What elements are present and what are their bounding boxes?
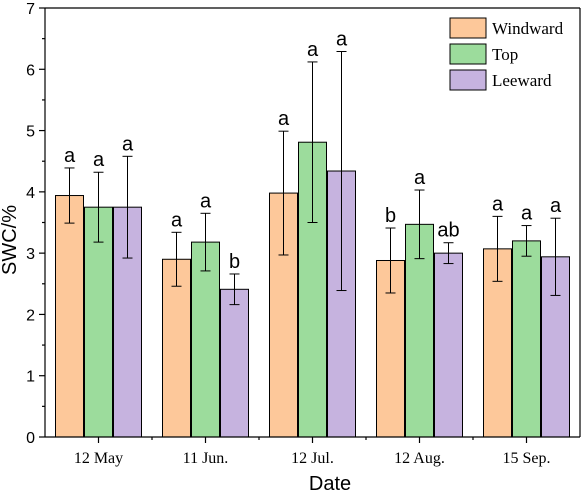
significance-label-leeward-1: b: [229, 251, 240, 273]
significance-label-windward-4: a: [492, 193, 504, 215]
significance-label-top-4: a: [521, 203, 533, 225]
y-tick-label-6: 6: [26, 62, 35, 79]
significance-label-top-2: a: [307, 39, 319, 61]
x-tick-label-1: 11 Jun.: [183, 450, 229, 467]
significance-label-top-3: a: [414, 167, 426, 189]
legend-swatch-top: [449, 43, 487, 65]
x-tick-label-2: 12 Jul.: [291, 450, 334, 467]
x-axis: 12 May 11 Jun. 12 Jul. 12 Aug. 15 Sep.: [45, 436, 580, 467]
significance-label-leeward-4: a: [550, 195, 562, 217]
significance-label-windward-2: a: [278, 108, 290, 130]
y-tick-label-3: 3: [26, 246, 35, 263]
bar-top-1: [191, 241, 220, 438]
bar-windward-1: [162, 258, 191, 438]
legend: Windward Top Leeward: [449, 17, 564, 91]
significance-label-windward-0: a: [64, 145, 76, 167]
bar-top-0: [84, 206, 113, 438]
significance-label-leeward-0: a: [122, 133, 134, 155]
y-tick-label-7: 7: [26, 1, 35, 18]
x-axis-title: Date: [309, 473, 351, 495]
y-axis: 0 1 2 3 4 5 6 7: [26, 1, 46, 447]
x-tick-label-3: 12 Aug.: [394, 450, 445, 467]
y-tick-label-4: 4: [26, 185, 35, 202]
significance-label-top-0: a: [93, 149, 105, 171]
y-tick-label-1: 1: [26, 369, 35, 386]
significance-label-top-1: a: [200, 190, 212, 212]
y-axis-title: SWC/%: [0, 205, 21, 275]
y-tick-label-0: 0: [26, 430, 35, 447]
legend-label-top: Top: [492, 45, 518, 64]
bar-top-4: [512, 240, 541, 438]
legend-label-leeward: Leeward: [492, 71, 552, 90]
bar-leeward-3: [434, 252, 463, 438]
bar-leeward-1: [220, 288, 249, 438]
legend-label-windward: Windward: [492, 19, 564, 38]
y-tick-label-2: 2: [26, 307, 35, 324]
y-tick-label-5: 5: [26, 124, 35, 141]
legend-swatch-leeward: [449, 69, 487, 91]
significance-label-leeward-2: a: [336, 29, 348, 51]
significance-label-windward-3: b: [385, 205, 396, 227]
x-tick-label-4: 15 Sep.: [503, 450, 551, 467]
significance-label-windward-1: a: [171, 209, 183, 231]
significance-label-leeward-3: ab: [437, 220, 459, 242]
bar-windward-0: [55, 195, 84, 438]
legend-swatch-windward: [449, 17, 487, 39]
x-tick-label-0: 12 May: [74, 450, 123, 467]
